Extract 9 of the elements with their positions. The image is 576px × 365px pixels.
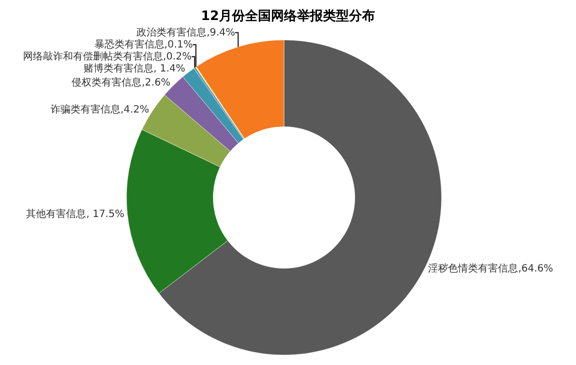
slice-label: 其他有害信息, 17.5% (26, 208, 124, 220)
slice-label: 诈骗类有害信息,4.2% (50, 104, 150, 116)
slice-label: 网络敲诈和有偿删帖类有害信息,0.2% (23, 50, 192, 63)
chart-title: 12月份全国网络举报类型分布 (200, 8, 376, 24)
slice-label: 政治类有害信息,9.4% (136, 26, 236, 39)
slice-label: 侵权类有害信息,2.6% (72, 76, 170, 88)
slice-label: 淫秽色情类有害信息,64.6% (428, 262, 554, 274)
slice-label: 暴恐类有害信息,0.1% (94, 38, 193, 51)
slice-label: 赌博类有害信息, 1.4% (83, 62, 186, 75)
